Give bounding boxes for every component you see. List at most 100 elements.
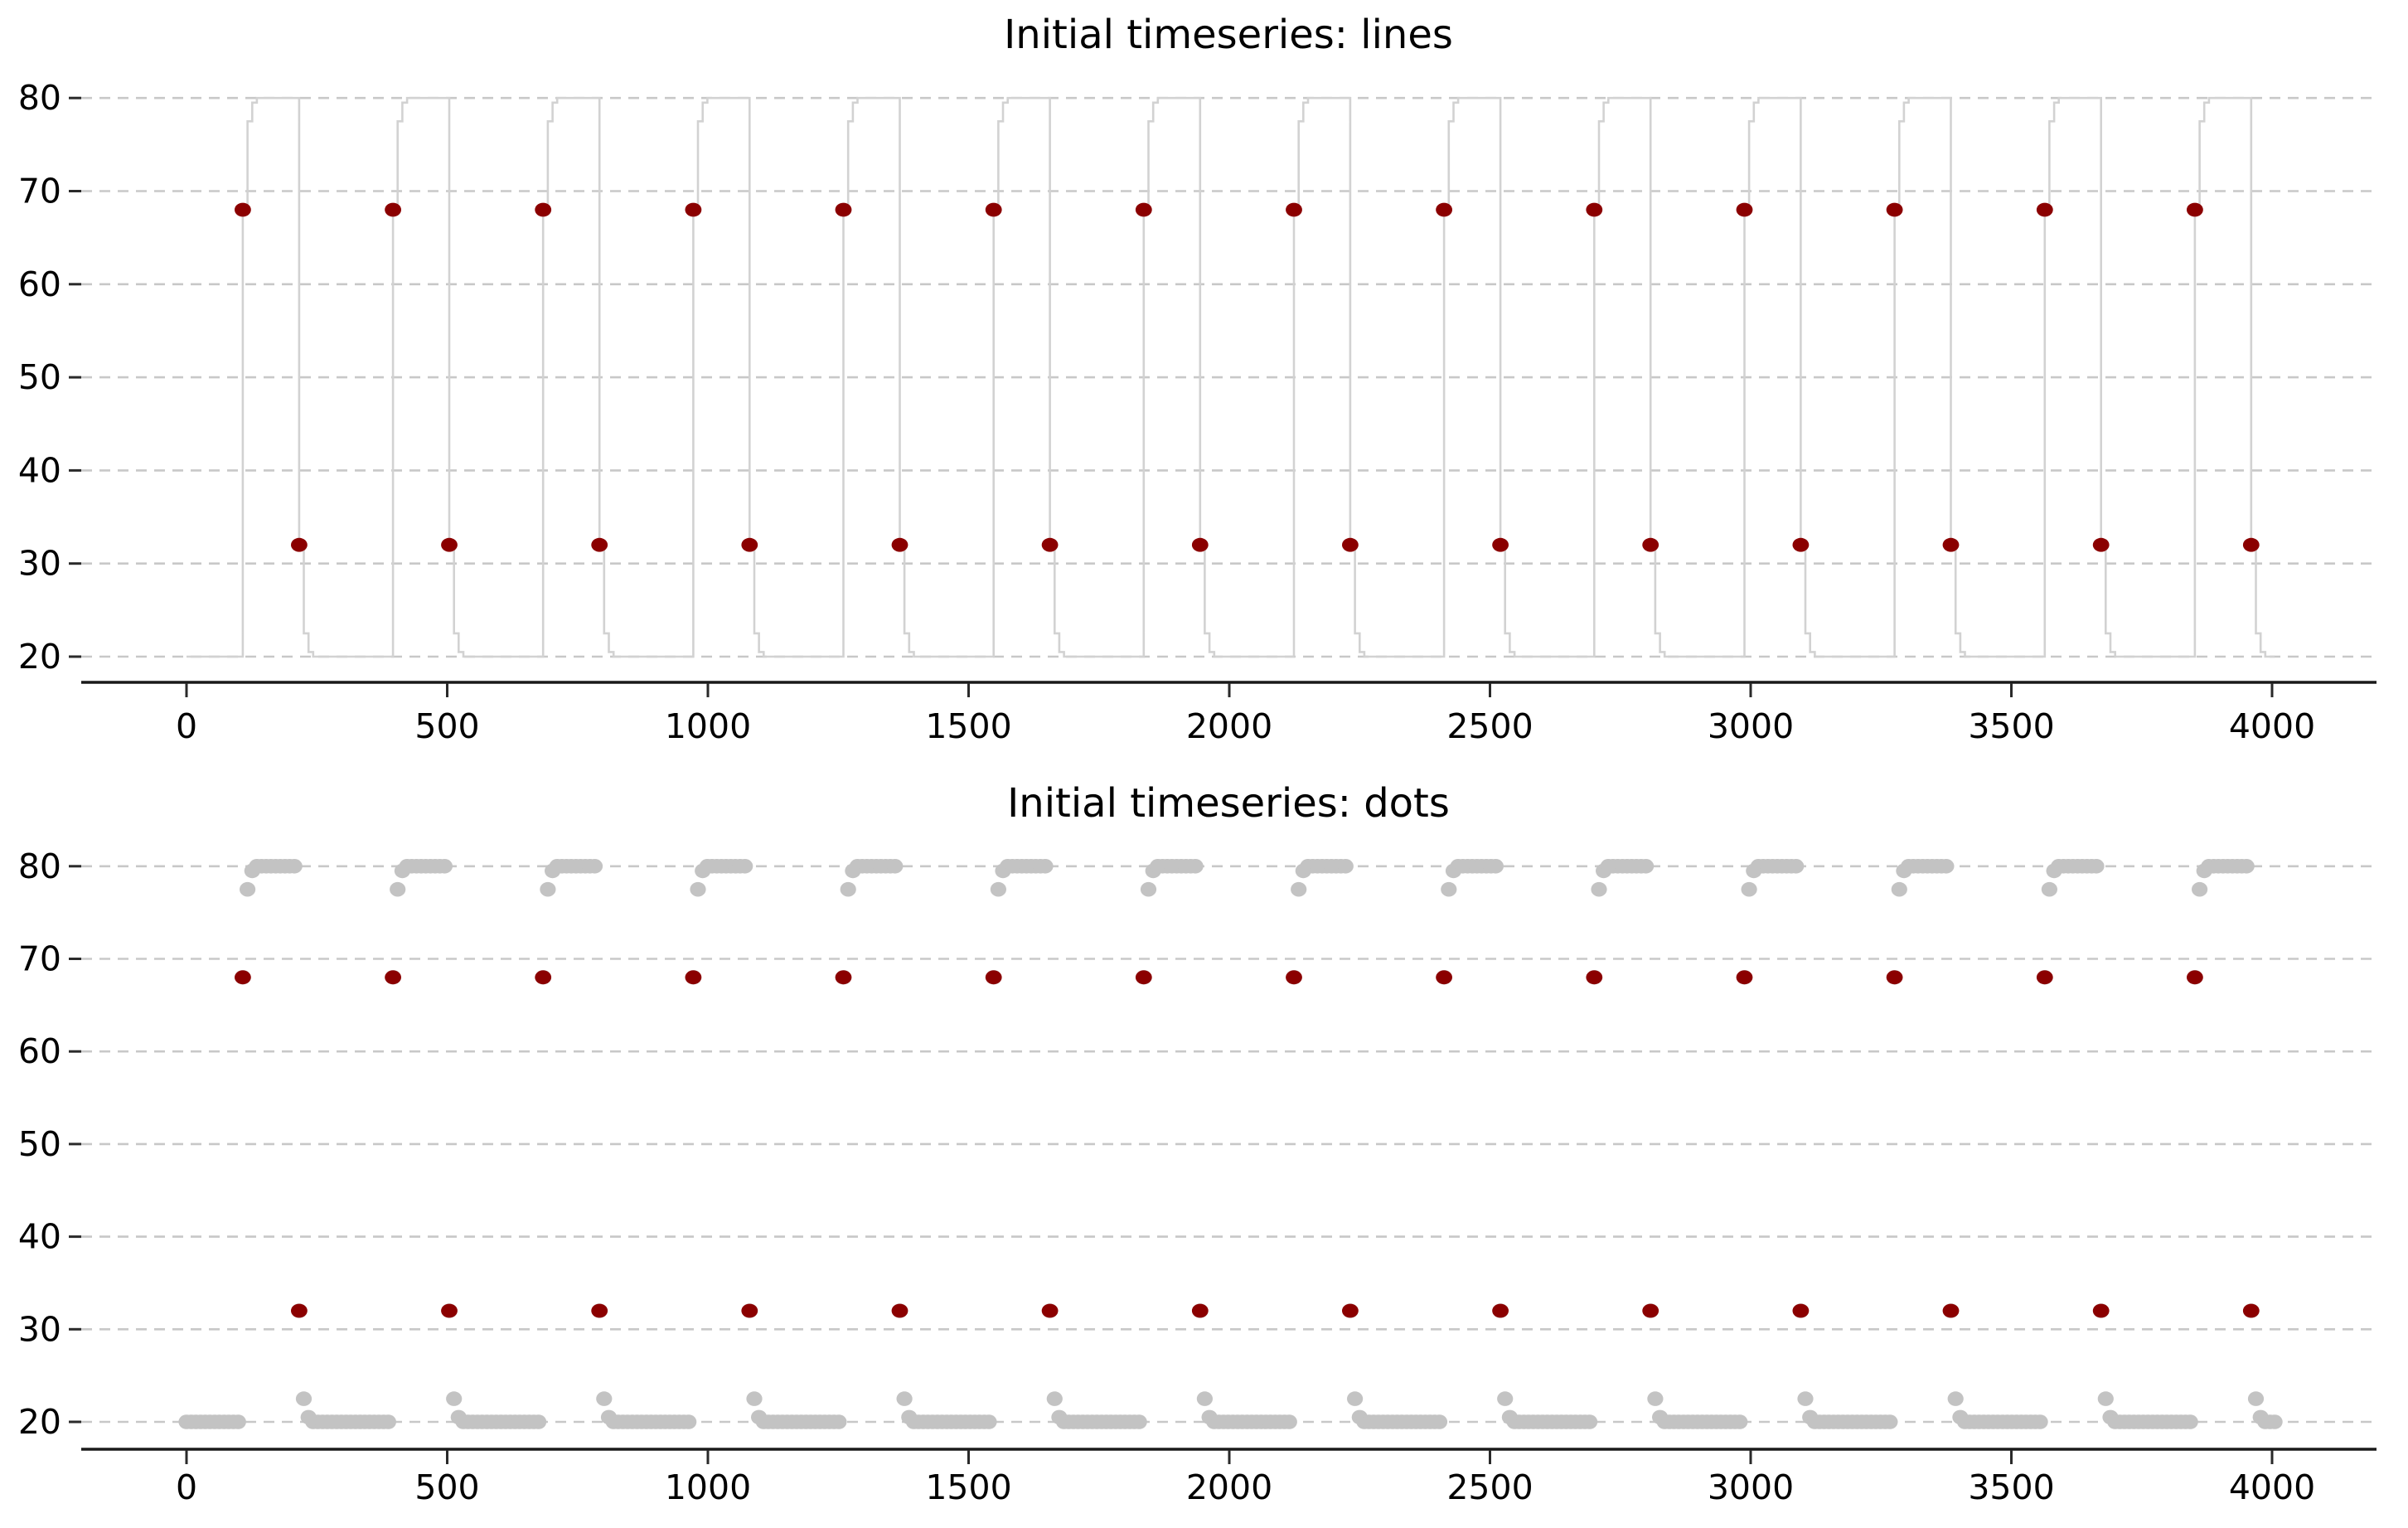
sample-dot (2088, 859, 2105, 874)
x-tick-label: 3000 (1708, 706, 1794, 746)
fall-marker-dot (2242, 537, 2260, 552)
sample-dot (1281, 1414, 1297, 1429)
y-tick-label: 60 (18, 264, 61, 304)
rise-marker-dot (535, 970, 552, 985)
x-tick-label: 4000 (2229, 706, 2315, 746)
x-tick-label: 1000 (665, 706, 751, 746)
sample-dot (1347, 1391, 1364, 1406)
rise-marker-dot (235, 202, 251, 217)
sample-dot (2182, 1414, 2198, 1429)
rise-marker-dot (1736, 202, 1753, 217)
rise-marker-dot (385, 202, 401, 217)
y-tick-label: 20 (18, 1402, 61, 1442)
fall-marker-dot (1792, 537, 1810, 552)
sample-dot (390, 881, 406, 897)
sample-dot (1441, 881, 1457, 897)
fall-marker-dot (1191, 1303, 1209, 1318)
sample-dot (1582, 1414, 1598, 1429)
y-tick-label: 20 (18, 637, 61, 677)
sample-dot (540, 881, 556, 897)
sample-dot (896, 1391, 913, 1406)
sample-dot (831, 1414, 847, 1429)
rise-marker-dot (1135, 970, 1152, 985)
sample-dot (531, 1414, 547, 1429)
rise-marker-dot (1586, 970, 1603, 985)
fall-marker-dot (741, 1303, 758, 1318)
sample-dot (286, 859, 303, 874)
sample-dot (1741, 881, 1757, 897)
rise-marker-dot (1586, 202, 1603, 217)
sample-dot (240, 881, 256, 897)
sample-dot (1037, 859, 1054, 874)
sample-dot (1131, 1414, 1147, 1429)
sample-dot (690, 881, 706, 897)
rise-marker-dot (1135, 202, 1152, 217)
sample-dot (230, 1414, 246, 1429)
x-tick-label: 2500 (1446, 1467, 1533, 1507)
rise-marker-dot (2187, 202, 2203, 217)
fall-marker-dot (591, 1303, 608, 1318)
lines-chart: 0 500 1000 1500 2000 2500 3000 3500 4000 20 30 40 50… (18, 78, 2377, 746)
sample-dot (1638, 859, 1655, 874)
rise-marker-dot (2036, 970, 2053, 985)
sample-dot (1140, 881, 1157, 897)
fall-marker-dot (1792, 1303, 1810, 1318)
sample-dot (2238, 859, 2255, 874)
fall-marker-dot (441, 1303, 458, 1318)
fall-marker-dot (1041, 537, 1059, 552)
sample-dot (2247, 1391, 2265, 1406)
x-tick-label: 500 (414, 1467, 479, 1507)
sample-dot (1647, 1391, 1664, 1406)
x-tick-label: 2500 (1446, 706, 1533, 746)
x-tick-label: 0 (176, 706, 197, 746)
lines-chart-title: Initial timeseries: lines (1004, 12, 1453, 58)
fall-marker-dot (291, 537, 308, 552)
fall-marker-dot (441, 537, 458, 552)
sample-dot (1497, 1391, 1514, 1406)
rise-marker-dot (1286, 970, 1302, 985)
sample-dot (1947, 1391, 1964, 1406)
fall-marker-dot (1942, 1303, 1960, 1318)
sample-dot (1732, 1414, 1748, 1429)
fall-marker-dot (891, 1303, 908, 1318)
dots-chart-title: Initial timeseries: dots (1007, 780, 1450, 827)
sample-dot (586, 859, 603, 874)
rise-marker-dot (235, 970, 251, 985)
sample-dot (1196, 1391, 1213, 1406)
fall-marker-dot (1342, 1303, 1359, 1318)
fall-marker-dot (1642, 1303, 1659, 1318)
rise-marker-dot (2036, 202, 2053, 217)
rise-marker-dot (985, 970, 1002, 985)
y-tick-label: 40 (18, 450, 61, 490)
x-tick-label: 4000 (2229, 1467, 2315, 1507)
x-tick-label: 1500 (925, 1467, 1011, 1507)
rise-marker-dot (385, 970, 401, 985)
sample-dot (1291, 881, 1307, 897)
sample-dot (887, 859, 904, 874)
rise-marker-dot (835, 202, 852, 217)
x-tick-label: 3000 (1708, 1467, 1794, 1507)
rise-marker-dot (1736, 970, 1753, 985)
y-tick-label: 60 (18, 1031, 61, 1071)
sample-dot (436, 859, 453, 874)
x-tick-label: 2000 (1186, 706, 1272, 746)
sample-dot (1487, 859, 1504, 874)
y-tick-label: 50 (18, 357, 61, 397)
rise-marker-dot (1436, 970, 1452, 985)
sample-dot (295, 1391, 313, 1406)
sample-dot (380, 1414, 396, 1429)
sample-dot (2266, 1414, 2283, 1429)
y-tick-label: 30 (18, 544, 61, 584)
rise-marker-dot (835, 970, 852, 985)
rise-marker-dot (1286, 202, 1302, 217)
sample-dot (1788, 859, 1805, 874)
rise-marker-dot (2187, 970, 2203, 985)
sample-dot (2032, 1414, 2048, 1429)
y-tick-label: 70 (18, 939, 61, 979)
sample-dot (1337, 859, 1354, 874)
sample-dot (1431, 1414, 1448, 1429)
sample-dot (2192, 881, 2208, 897)
y-tick-label: 80 (18, 78, 61, 118)
timeseries-step-line (187, 96, 2275, 658)
